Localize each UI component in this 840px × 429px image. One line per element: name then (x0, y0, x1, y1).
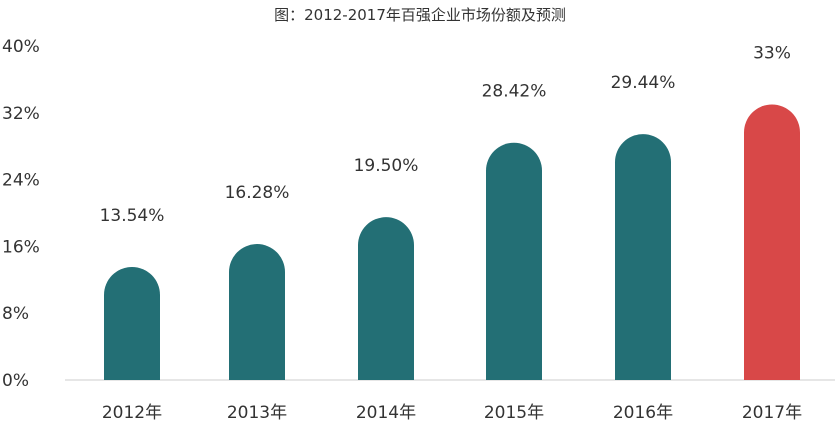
y-tick-label: 32% (2, 104, 40, 124)
data-labels: 13.54% 16.28% 19.50% 28.42% 29.44% 33% (100, 43, 791, 225)
y-axis-ticks: 0% 8% 16% 24% 32% 40% (2, 37, 40, 391)
data-label: 29.44% (611, 73, 676, 93)
chart-title: 图：2012-2017年百强企业市场份额及预测 (274, 6, 566, 24)
y-tick-label: 40% (2, 37, 40, 57)
y-tick-label: 16% (2, 237, 40, 257)
data-label: 33% (753, 43, 791, 63)
x-tick-label: 2014年 (356, 403, 416, 423)
y-tick-label: 24% (2, 171, 40, 191)
data-label: 16.28% (225, 183, 290, 203)
bar-2016年 (615, 134, 671, 380)
x-axis-ticks: 2012年 2013年 2014年 2015年 2016年 2017年 (102, 403, 802, 423)
data-label: 13.54% (100, 206, 165, 226)
bars (104, 104, 801, 380)
data-label: 19.50% (354, 156, 419, 176)
bar-2012年 (104, 266, 160, 380)
bar-2017年 (744, 104, 801, 380)
y-tick-label: 0% (2, 371, 29, 391)
x-tick-label: 2013年 (227, 403, 287, 423)
bar-2015年 (486, 142, 542, 380)
x-tick-label: 2012年 (102, 403, 162, 423)
x-tick-label: 2017年 (742, 403, 802, 423)
bar-2013年 (229, 244, 285, 380)
x-tick-label: 2016年 (613, 403, 673, 423)
data-label: 28.42% (482, 82, 547, 102)
y-tick-label: 8% (2, 304, 29, 324)
bar-2014年 (358, 217, 414, 380)
x-tick-label: 2015年 (484, 403, 544, 423)
